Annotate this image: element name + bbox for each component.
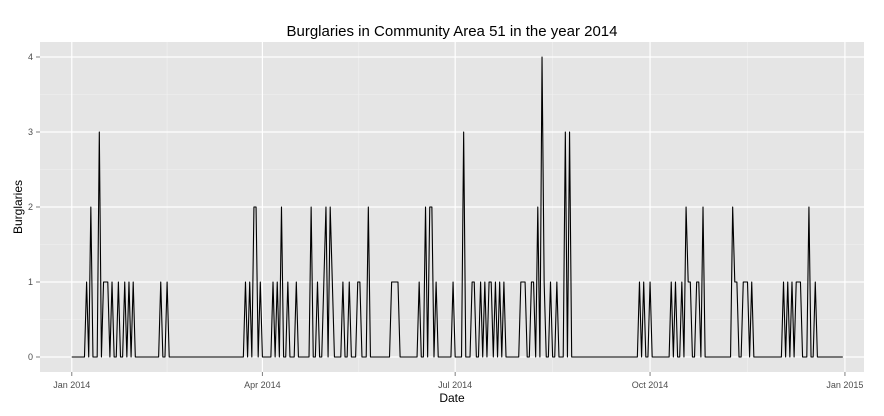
y-tick-label: 1 — [28, 277, 33, 287]
y-tick-label: 0 — [28, 352, 33, 362]
grid-minor — [40, 42, 864, 372]
x-tick-label: Apr 2014 — [244, 380, 281, 390]
x-tick-label: Jan 2015 — [826, 380, 863, 390]
y-tick-label: 2 — [28, 202, 33, 212]
series-line — [71, 56, 843, 358]
x-tick-label: Jan 2014 — [53, 380, 90, 390]
y-axis-label: Burglaries — [11, 180, 25, 234]
x-axis: Jan 2014 Apr 2014 Jul 2014 Oct 2014 Jan 2015 — [53, 372, 863, 390]
series — [71, 56, 843, 358]
y-tick-label: 4 — [28, 52, 33, 62]
y-tick-label: 3 — [28, 127, 33, 137]
x-axis-label: Date — [439, 391, 465, 405]
x-tick-label: Jul 2014 — [438, 380, 472, 390]
y-axis: 0 1 2 3 4 — [28, 52, 40, 362]
chart-title: Burglaries in Community Area 51 in the y… — [286, 23, 617, 40]
x-tick-label: Oct 2014 — [632, 380, 669, 390]
